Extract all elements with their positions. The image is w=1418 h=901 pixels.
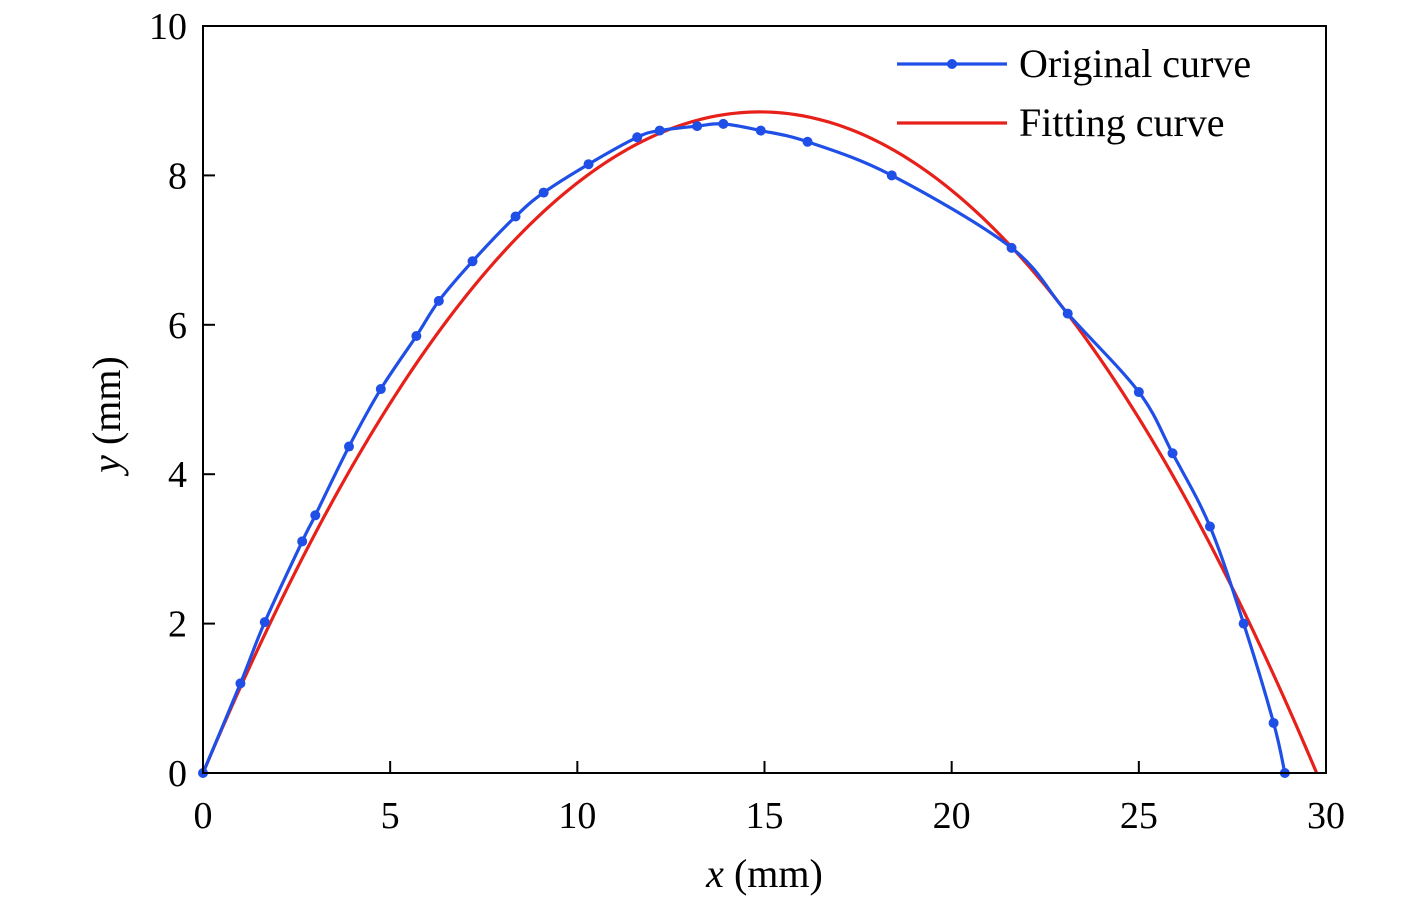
original-curve-point-1 bbox=[235, 678, 246, 689]
original-curve-point-2 bbox=[259, 617, 270, 628]
original-curve-point-24 bbox=[1204, 521, 1215, 532]
original-curve-point-3 bbox=[297, 536, 308, 547]
fitting-curve-line bbox=[203, 110, 1319, 773]
y-axis-label: y (mm) bbox=[84, 356, 129, 477]
original-curve-point-14 bbox=[654, 125, 665, 136]
original-curve-point-16 bbox=[718, 118, 729, 129]
y-tick-label-10: 10 bbox=[149, 6, 187, 48]
original-curve-point-5 bbox=[343, 441, 354, 452]
plot-clipped bbox=[203, 110, 1319, 773]
x-axis-label-unit: (mm) bbox=[724, 851, 823, 896]
legend: Original curve Fitting curve bbox=[897, 41, 1251, 145]
legend-marker-0 bbox=[947, 59, 957, 69]
original-curve-point-7 bbox=[411, 331, 422, 342]
original-curve-point-11 bbox=[538, 187, 549, 198]
x-tick-label-15: 15 bbox=[746, 795, 784, 837]
original-curve-point-6 bbox=[375, 384, 386, 395]
original-curve-point-21 bbox=[1062, 308, 1073, 319]
original-curve-point-20 bbox=[1006, 242, 1017, 253]
y-tick-label-8: 8 bbox=[168, 155, 187, 197]
original-curve-point-23 bbox=[1167, 448, 1178, 459]
y-tick-label-2: 2 bbox=[168, 604, 187, 646]
x-tick-label-0: 0 bbox=[194, 795, 213, 837]
original-curve-line bbox=[201, 122, 1287, 774]
y-tick-label-0: 0 bbox=[168, 753, 187, 795]
original-curve-point-9 bbox=[467, 256, 478, 267]
original-curve-point-17 bbox=[755, 125, 766, 136]
original-curve-point-26 bbox=[1268, 717, 1279, 728]
legend-label-1: Fitting curve bbox=[1019, 100, 1225, 145]
original-curve-point-15 bbox=[692, 121, 703, 132]
x-tick-label-30: 30 bbox=[1307, 795, 1345, 837]
x-tick-label-25: 25 bbox=[1120, 795, 1158, 837]
original-curve-point-22 bbox=[1133, 387, 1144, 398]
x-axis-label-var: x bbox=[705, 851, 724, 896]
original-curve-point-10 bbox=[510, 211, 521, 222]
x-axis-label: x (mm) bbox=[705, 851, 823, 896]
y-tick-label-4: 4 bbox=[168, 454, 187, 496]
y-axis-label-unit: (mm) bbox=[84, 356, 129, 455]
original-curve-point-4 bbox=[310, 510, 321, 521]
y-axis-label-var: y bbox=[84, 455, 129, 477]
original-curve-point-13 bbox=[632, 132, 643, 143]
x-tick-label-10: 10 bbox=[558, 795, 596, 837]
x-tick-label-5: 5 bbox=[381, 795, 400, 837]
plot-content bbox=[198, 110, 1319, 778]
legend-label-0: Original curve bbox=[1019, 41, 1251, 86]
original-curve-point-25 bbox=[1238, 618, 1249, 629]
original-curve-point-18 bbox=[802, 136, 813, 147]
y-tick-label-6: 6 bbox=[168, 305, 187, 347]
original-curve-point-12 bbox=[583, 159, 594, 170]
original-curve-point-19 bbox=[886, 170, 897, 181]
x-tick-label-20: 20 bbox=[933, 795, 971, 837]
original-curve-point-8 bbox=[433, 295, 444, 306]
